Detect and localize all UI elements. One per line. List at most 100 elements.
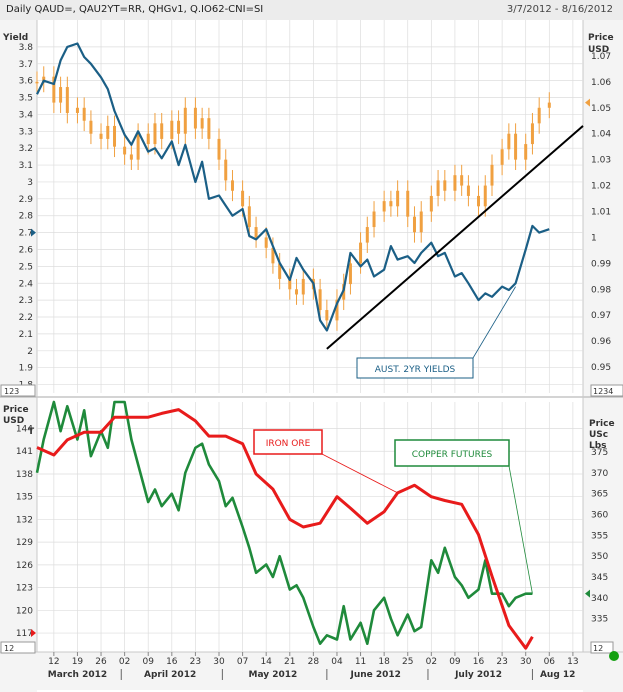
top-right-tick-label: 1.05 [591, 104, 611, 114]
day-tick-label: 04 [331, 657, 343, 667]
aud-candle-body [460, 175, 464, 186]
month-label: Aug 12 [540, 670, 575, 680]
aud-candle-body [35, 81, 39, 84]
aud-candle-body [365, 227, 369, 243]
day-tick-label: 12 [48, 657, 59, 667]
aud-candle-body [335, 299, 339, 321]
top-left-corner-label: 123 [4, 387, 19, 396]
day-tick-label: 26 [95, 657, 107, 667]
aud-candle-body [200, 118, 204, 129]
top-right-tick-label: 0.97 [591, 311, 611, 321]
day-tick-label: 19 [72, 657, 84, 667]
aud-candle-body [254, 227, 258, 238]
aud-candle-body [170, 120, 174, 139]
aud-candle-body [372, 211, 376, 228]
aud-candle-body [136, 133, 140, 160]
date-range: 3/7/2012 - 8/16/2012 [506, 4, 613, 15]
top-left-tick-label: 2.1 [19, 330, 33, 340]
aud-candle-body [412, 216, 416, 233]
top-left-tick-label: 3 [27, 178, 33, 188]
copper-line [35, 400, 533, 645]
bottom-left-corner-box [0, 641, 36, 654]
top-right-corner-label: 1234 [593, 387, 613, 396]
aud-candle-body [247, 206, 251, 228]
aud-candle-body [295, 289, 299, 295]
aud-candle-body [483, 185, 487, 207]
day-tick-label: 02 [119, 657, 130, 667]
aud-candle-body [507, 133, 511, 150]
aud-candle-body [230, 180, 234, 191]
top-right-tick-label: 1.01 [591, 208, 611, 218]
yield-line [36, 42, 550, 332]
day-tick-label: 09 [142, 657, 154, 667]
bottom-left-tick-label: 132 [16, 515, 33, 525]
bottom-right-tick-label: 345 [591, 573, 608, 583]
right-axis-background [583, 20, 623, 692]
bottom-left-tick-label: 144 [16, 425, 33, 435]
top-left-tick-label: 3.5 [19, 94, 33, 104]
top-left-axis-title: Yield [2, 33, 28, 43]
day-tick-label: 21 [284, 657, 295, 667]
aud-candle-body [183, 107, 187, 134]
top-right-corner-box [590, 384, 623, 397]
month-label: May 2012 [249, 670, 298, 680]
top-left-tick-label: 3.3 [19, 127, 33, 137]
day-tick-label: 11 [355, 657, 366, 667]
bottom-left-tick-label: 141 [16, 447, 33, 457]
bottom-left-corner-label: 12 [4, 644, 14, 653]
bottom-right-axis-unit: USc [589, 430, 608, 440]
aud-candle-body [82, 107, 86, 121]
top-left-tick-label: 2.8 [19, 212, 34, 222]
bottom-left-tick-label: 126 [16, 561, 33, 571]
bottom-right-corner-box [590, 641, 614, 654]
day-tick-label: 23 [190, 657, 201, 667]
aud-candle-body [524, 144, 528, 160]
month-label: April 2012 [144, 670, 196, 680]
aud-candle-body [153, 123, 157, 145]
top-left-marker [31, 228, 36, 237]
bottom-left-tick-label: 138 [16, 470, 33, 480]
bottom-right-tick-label: 340 [591, 594, 608, 604]
month-label: March 2012 [48, 670, 107, 680]
aud-candle-body [301, 278, 305, 295]
aud-candle-body [382, 201, 386, 212]
top-left-tick-label: 2.4 [19, 279, 34, 289]
bottom-right-tick-label: 355 [591, 531, 608, 541]
copper-annotation-leader [508, 465, 533, 594]
top-right-axis-title: Price [588, 33, 614, 43]
bottom-right-corner-label: 12 [593, 644, 603, 653]
bottom-left-tick-label: 120 [16, 606, 33, 616]
bottom-left-tick-label: 129 [16, 538, 33, 548]
bottom-left-tick-label: 135 [16, 493, 33, 503]
aud-candle-body [271, 247, 275, 264]
aud-candle-body [59, 87, 63, 103]
yield-annotation-label: AUST. 2YR YIELDS [375, 365, 456, 375]
aud-candle-body [106, 125, 110, 139]
top-left-tick-label: 2.3 [19, 296, 33, 306]
day-tick-label: 06 [544, 657, 556, 667]
aud-candle-body [129, 154, 133, 160]
aud-candle-body [537, 107, 541, 124]
day-tick-label: 16 [166, 657, 178, 667]
bottom-left-axis-title: Price [3, 405, 29, 415]
aud-candle-body [500, 149, 504, 165]
day-tick-label: 07 [237, 657, 248, 667]
aud-candle-body [42, 76, 46, 82]
day-tick-label: 09 [449, 657, 461, 667]
bottom-right-tick-label: 375 [591, 448, 608, 458]
aud-candle-body [241, 190, 245, 207]
aud-candle-body [65, 87, 69, 113]
day-tick-label: 30 [213, 657, 225, 667]
top-left-tick-label: 2.6 [19, 245, 34, 255]
day-tick-label: 23 [496, 657, 507, 667]
top-left-tick-label: 3.4 [19, 110, 34, 120]
left-axis-background [0, 20, 37, 692]
top-right-tick-label: 1.02 [591, 182, 611, 192]
aud-candle-body [530, 123, 534, 145]
bottom-left-axis-unit2: T [28, 427, 35, 437]
aud-candle-body [490, 164, 494, 186]
top-left-tick-label: 2.5 [19, 262, 33, 272]
aud-candle-body [325, 310, 329, 321]
aud-candle-body [389, 201, 393, 207]
